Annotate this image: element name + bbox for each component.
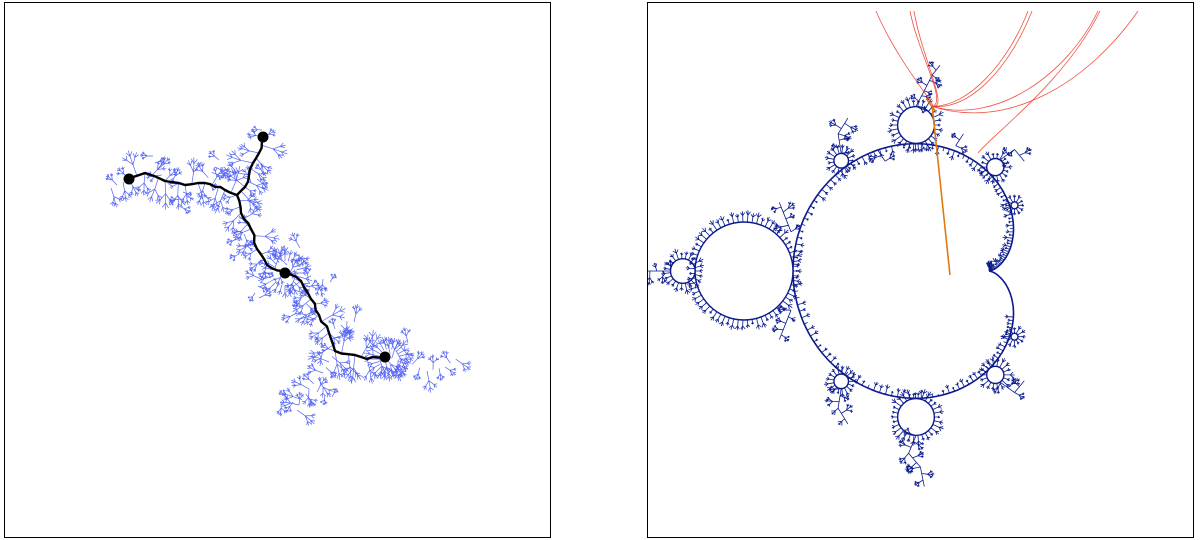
- lower-left-bulb: [833, 373, 850, 390]
- period-2-bulb: [694, 221, 794, 321]
- parameter-ray-3: [913, 10, 939, 107]
- period-4-bulb: [669, 257, 696, 284]
- parameter-ray-6: [932, 10, 1099, 111]
- parameter-ray-8: [977, 10, 1101, 154]
- hubbard-tree-arm-2: [235, 135, 265, 197]
- parameter-ray-7: [932, 10, 1139, 114]
- marked-point-2: [257, 131, 269, 143]
- parameter-ray-4: [932, 10, 1029, 107]
- mandelbrot-panel: [647, 2, 1194, 538]
- mandelbrot-canvas: [648, 10, 1139, 488]
- parameter-ray-5: [932, 10, 1033, 107]
- small-bulb-b: [1010, 332, 1019, 341]
- parameter-ray-1: [875, 10, 934, 107]
- marked-point-3: [279, 267, 291, 279]
- upper-right-bulb: [985, 157, 1005, 177]
- marked-point-4: [379, 351, 391, 363]
- landing-ray: [931, 106, 951, 276]
- lower-right-bulb: [985, 365, 1005, 385]
- upper-left-bulb: [833, 152, 850, 169]
- mandelbrot-filaments: [648, 61, 1032, 488]
- landing-ray-tip: [925, 97, 937, 113]
- marked-point-1: [123, 173, 135, 185]
- small-bulb-a: [1010, 201, 1019, 210]
- main-cardioid: [792, 142, 1015, 400]
- parameter-ray-2: [909, 10, 938, 107]
- hubbard-tree-arm-3: [235, 193, 285, 273]
- julia-set-canvas: [105, 125, 472, 426]
- julia-set-panel: [4, 2, 551, 538]
- hubbard-tree-arm-4: [281, 269, 387, 361]
- top-bulb: [896, 105, 936, 145]
- hubbard-tree-arm-1: [127, 171, 239, 197]
- bottom-bulb: [896, 397, 936, 437]
